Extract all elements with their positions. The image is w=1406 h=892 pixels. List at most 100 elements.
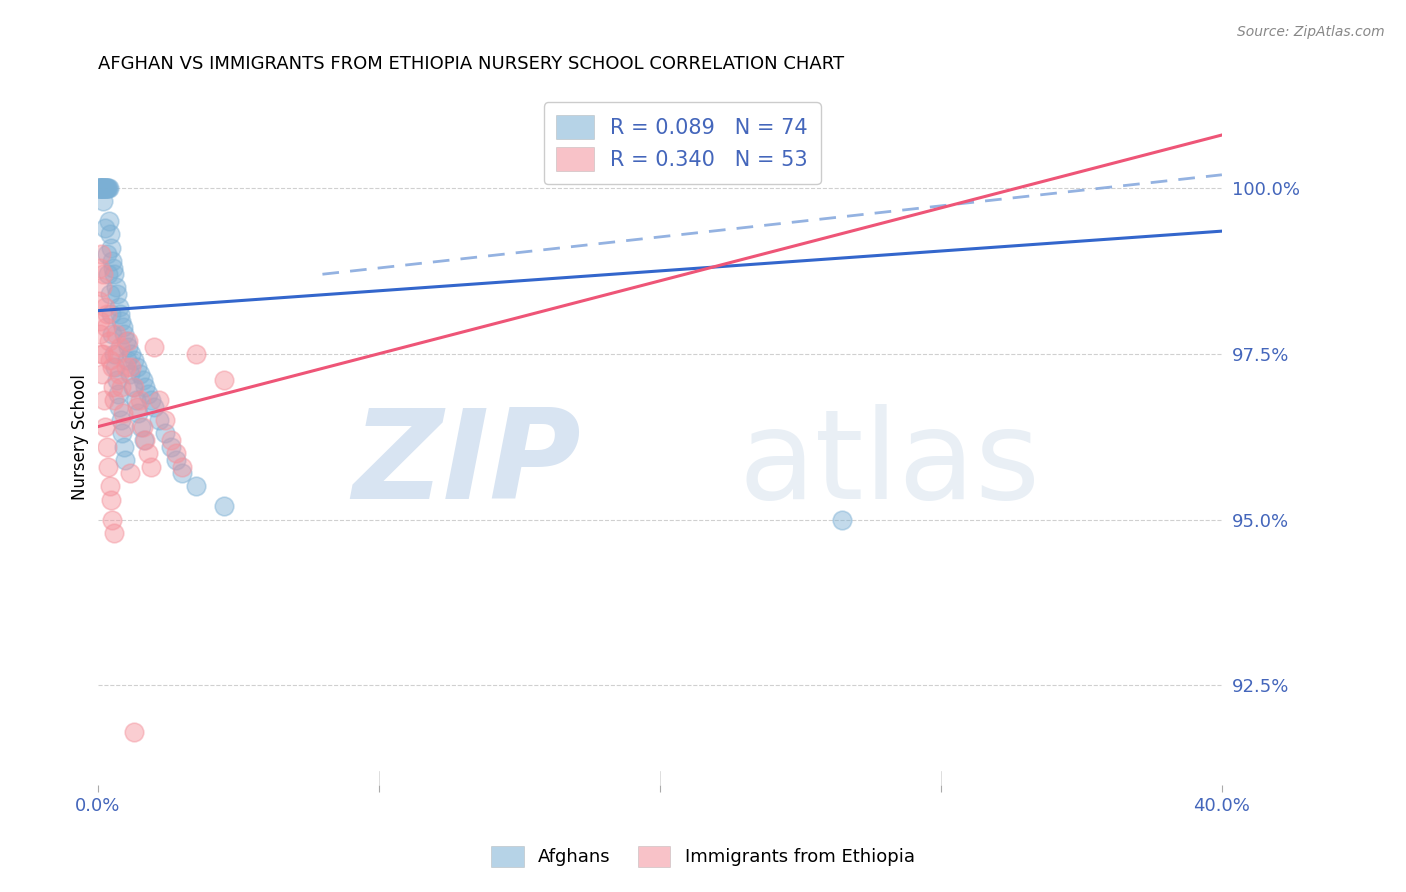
Point [184,479,207,493]
Point [115,353,138,368]
Point [97,459,120,474]
Point [142,400,165,414]
Point [129,419,152,434]
Point [94,181,117,195]
Point [100,254,122,268]
Point [136,446,159,460]
Point [121,380,143,394]
Point [108,400,131,414]
Point [125,400,148,414]
Point [134,433,156,447]
Point [89,181,111,195]
Point [831,512,853,526]
Point [89,260,111,275]
Point [96,440,118,454]
Point [114,453,136,467]
Point [114,334,136,348]
Point [91,267,114,281]
Point [120,359,142,374]
Point [142,340,165,354]
Point [91,181,114,195]
Point [93,194,115,209]
Point [100,307,122,321]
Point [110,413,132,427]
Point [131,419,153,434]
Point [101,380,124,394]
Point [94,220,117,235]
Point [107,386,129,401]
Point [90,280,112,294]
Point [139,459,162,474]
Point [122,353,145,368]
Point [112,326,135,341]
Point [90,247,112,261]
Point [110,313,132,327]
Point [93,181,115,195]
Point [134,380,156,394]
Point [105,347,128,361]
Point [98,214,121,228]
Point [136,386,159,401]
Point [107,301,129,315]
Point [98,479,121,493]
Point [98,353,121,368]
Point [96,181,118,195]
Point [159,440,181,454]
Point [97,334,120,348]
Point [124,393,146,408]
Point [94,320,117,334]
Point [103,347,125,361]
Point [89,181,111,195]
Point [91,367,114,381]
Point [103,267,125,281]
Point [170,466,193,480]
Point [96,247,118,261]
Point [131,373,153,387]
Text: AFGHAN VS IMMIGRANTS FROM ETHIOPIA NURSERY SCHOOL CORRELATION CHART: AFGHAN VS IMMIGRANTS FROM ETHIOPIA NURSE… [97,55,844,73]
Point [89,181,111,195]
Point [111,426,134,441]
Point [93,181,115,195]
Point [132,433,155,447]
Point [90,347,112,361]
Point [90,181,112,195]
Legend: R = 0.089   N = 74, R = 0.340   N = 53: R = 0.089 N = 74, R = 0.340 N = 53 [544,103,821,184]
Point [94,419,117,434]
Point [100,359,122,374]
Text: Source: ZipAtlas.com: Source: ZipAtlas.com [1237,25,1385,39]
Point [148,393,170,408]
Point [184,347,207,361]
Legend: Afghans, Immigrants from Ethiopia: Afghans, Immigrants from Ethiopia [484,838,922,874]
Point [125,359,148,374]
Point [159,433,181,447]
Point [212,500,235,514]
Point [118,466,141,480]
Point [96,181,118,195]
Point [108,307,131,321]
Point [122,380,145,394]
Point [111,407,134,421]
Point [117,334,139,348]
Point [90,181,112,195]
Point [93,393,115,408]
Point [101,512,124,526]
Point [108,340,131,354]
Point [128,393,150,408]
Y-axis label: Nursery School: Nursery School [72,374,89,500]
Point [96,307,118,321]
Point [100,492,122,507]
Point [165,453,187,467]
Point [114,359,136,374]
Point [127,407,149,421]
Text: atlas: atlas [738,404,1040,525]
Point [104,280,127,294]
Point [153,426,176,441]
Point [97,181,120,195]
Text: ZIP: ZIP [353,404,581,525]
Point [91,347,114,361]
Point [110,380,132,394]
Point [107,367,129,381]
Point [122,724,145,739]
Point [117,340,139,354]
Point [105,373,128,387]
